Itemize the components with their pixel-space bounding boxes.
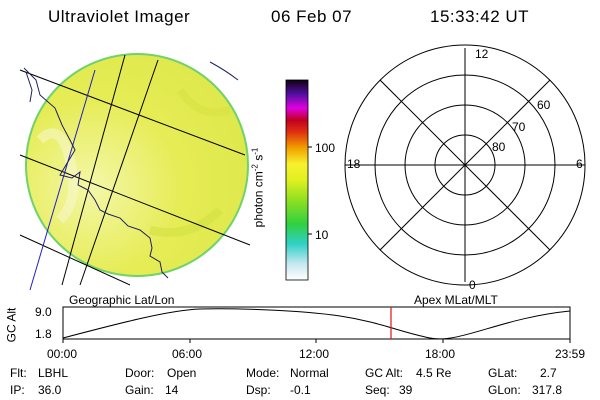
glon-label: GLon: [488,383,521,397]
terminator-line [29,69,96,291]
mlt-label-18: 18 [347,157,361,171]
date-label: 06 Feb 07 [271,7,353,26]
coastline [23,61,239,279]
glat-label: GLat: [488,366,518,380]
flt-value: LBHL [38,366,69,380]
colorbar-unit-label: photon cm-2 s-1 [250,147,266,228]
seq-value: 39 [399,383,413,397]
mode-label: Mode: [246,366,280,380]
door-label: Door: [125,366,155,380]
gcalt-label: GC Alt: [365,366,404,380]
polar-plot [344,44,586,286]
orbit-ytick-high: 9.0 [35,305,52,319]
colorbar-label-10: 10 [315,228,329,242]
orbit-xtick-0: 00:00 [47,347,78,361]
colorbar-label-100: 100 [315,141,336,155]
orbit-x-ticks [62,339,571,343]
uv-image [19,53,251,291]
ip-label: IP: [10,383,25,397]
mlat-label-80: 80 [492,140,506,154]
colorbar [285,79,312,281]
orbit-xtick-1: 06:00 [172,347,203,361]
orbit-y-label: GC Alt [4,307,19,343]
dsp-value: -0.1 [290,383,311,397]
orbit-frame [62,306,571,340]
flt-label: Flt: [10,366,27,380]
mlt-label-12: 12 [475,47,489,61]
earth-disk [25,53,249,277]
gain-label: Gain: [125,383,154,397]
time-label: 15:33:42 UT [430,7,530,26]
seq-label: Seq: [365,383,390,397]
mlat-label-70: 70 [512,120,526,134]
orbit-xtick-2: 12:00 [299,347,330,361]
colorbar-scale [285,79,309,281]
geo-lat-line [19,154,251,246]
glon-value: 317.8 [532,383,563,397]
glat-value: 2.7 [540,366,557,380]
orbit-xtick-4: 23:59 [555,347,586,361]
gcalt-value: 4.5 Re [416,366,452,380]
geo-lon-line [61,54,126,286]
orbit-xtick-3: 18:00 [425,347,456,361]
orbit-plot [62,306,571,343]
mlt-label-6: 6 [576,157,583,171]
disk-texture [36,87,232,237]
ip-value: 36.0 [38,383,62,397]
mlt-label-0: 0 [469,278,476,292]
geo-projection-label: Geographic Lat/Lon [69,293,175,307]
mlat-label-60: 60 [537,98,551,112]
geo-grid [19,54,251,286]
apex-projection-label: Apex MLat/MLT [414,293,498,307]
polar-diag-2 [379,79,551,251]
orbit-ytick-low: 1.8 [35,327,52,341]
geo-lat-line [19,69,246,156]
orbit-altitude-curve [62,308,571,340]
dsp-label: Dsp: [246,383,271,397]
door-value: Open [167,366,197,380]
instrument-title: Ultraviolet Imager [48,7,191,26]
geo-lat-line [19,234,131,286]
mode-value: Normal [290,366,329,380]
gain-value: 14 [165,383,179,397]
geo-lon-line [79,59,159,286]
